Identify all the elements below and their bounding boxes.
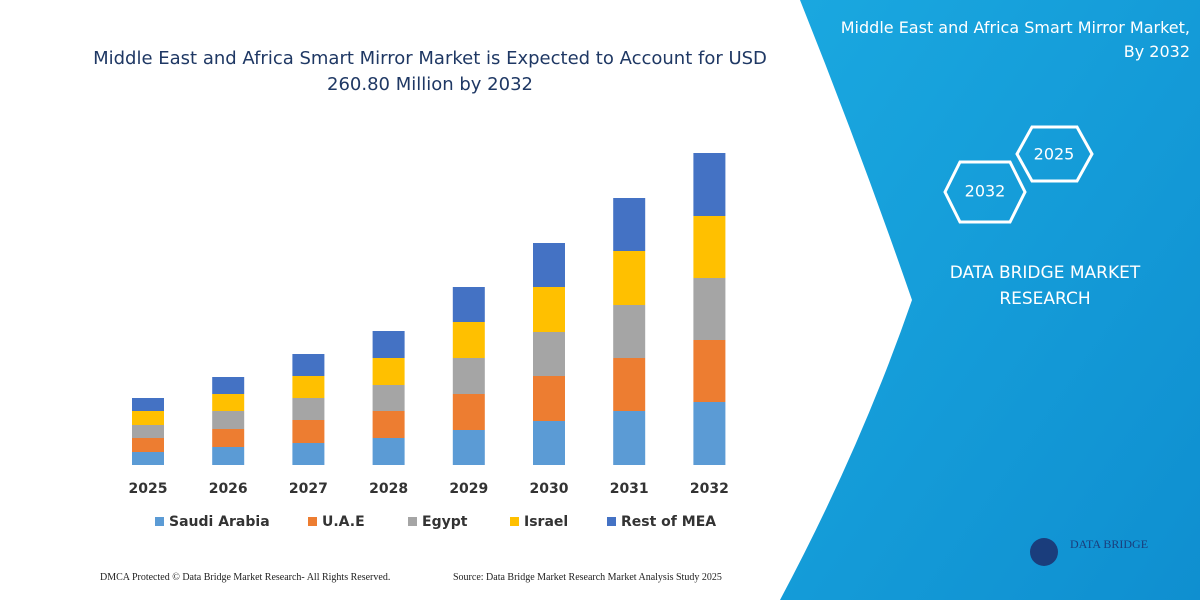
chart-title: Middle East and Africa Smart Mirror Mark… [93, 48, 767, 95]
legend-swatch [408, 517, 417, 526]
logo-text: DATA BRIDGE [1070, 537, 1148, 551]
bar-segment [132, 438, 164, 452]
footer-left: DMCA Protected © Data Bridge Market Rese… [100, 572, 391, 583]
legend-label: Saudi Arabia [169, 514, 270, 530]
x-tick-label: 2032 [690, 481, 729, 497]
legend-label: Rest of MEA [621, 514, 716, 530]
side-panel [780, 0, 1200, 600]
legend-label: Egypt [422, 514, 468, 530]
bar-segment [452, 430, 485, 465]
bar-segment [292, 354, 325, 376]
bar-segment [533, 332, 565, 376]
bar-segment [132, 425, 164, 438]
bar-segment [452, 322, 485, 358]
bar-segment [452, 394, 485, 430]
x-tick-label: 2026 [209, 481, 248, 497]
x-tick-label: 2030 [530, 481, 569, 497]
bar-segment [292, 443, 325, 465]
legend-swatch [155, 517, 164, 526]
legend-swatch [607, 517, 616, 526]
bar-segment [452, 358, 485, 394]
x-tick-label: 2027 [289, 481, 328, 497]
bar-segment [292, 398, 325, 420]
hexagon [1015, 125, 1094, 183]
bar-segment [212, 394, 245, 411]
brand: DATA BRIDGE MARKET RESEARCH [949, 263, 1141, 309]
bar-segment [372, 331, 405, 358]
bar-segment [212, 377, 245, 394]
bar-segment [533, 243, 565, 287]
bar-segment [132, 398, 164, 411]
bar-segment [132, 452, 164, 465]
bar-segment [372, 358, 405, 385]
legend-label: Israel [524, 514, 568, 530]
bar-segment [132, 411, 164, 425]
x-tick-label: 2031 [610, 481, 649, 497]
bar-segment [292, 376, 325, 398]
bar-segment [693, 278, 726, 340]
x-tick-label: 2028 [369, 481, 408, 497]
logo-mark [1030, 538, 1058, 566]
bar-segment [212, 411, 245, 429]
hexagon [943, 160, 1027, 224]
bar-segment [693, 153, 726, 216]
legend-swatch [510, 517, 519, 526]
bar-segment [693, 402, 726, 465]
bar-segment [372, 438, 405, 465]
bar-segment [533, 421, 565, 465]
bar-segment [533, 287, 565, 332]
panel-title: Middle East and Africa Smart Mirror Mark… [840, 18, 1190, 61]
bar-segment [452, 287, 485, 322]
legend-swatch [308, 517, 317, 526]
footer-right: Source: Data Bridge Market Research Mark… [453, 572, 722, 583]
legend-label: U.A.E [322, 514, 365, 530]
bar-segment [693, 340, 726, 402]
bar-segment [693, 216, 726, 278]
x-tick-label: 2029 [449, 481, 488, 497]
bar-segment [613, 411, 646, 465]
bar-segment [533, 376, 565, 421]
bar-segment [372, 385, 405, 411]
hex-label: 2025 [1034, 145, 1075, 164]
bar-segment [613, 251, 646, 305]
bar-segment [613, 198, 646, 251]
bar-segment [372, 411, 405, 438]
bar-segment [212, 447, 245, 465]
bar-segment [292, 420, 325, 443]
bar-segment [613, 358, 646, 411]
bar-segment [613, 305, 646, 358]
x-tick-label: 2025 [129, 481, 168, 497]
hex-label: 2032 [965, 182, 1006, 201]
bar-segment [212, 429, 245, 447]
